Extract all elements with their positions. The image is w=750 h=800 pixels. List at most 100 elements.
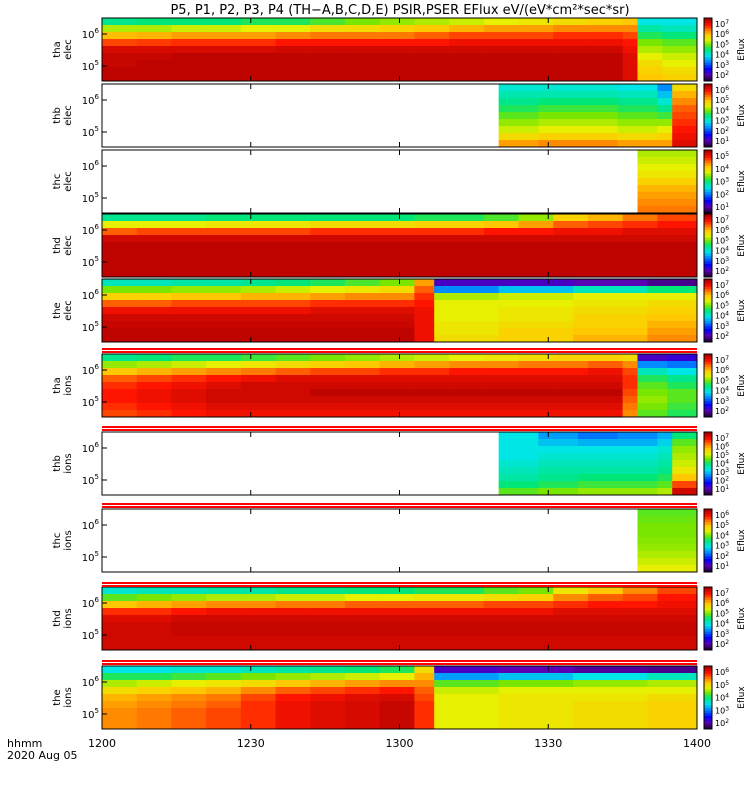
heatmap-cell [483, 25, 519, 33]
heatmap-cell [344, 300, 381, 308]
heatmap-cell [240, 715, 276, 723]
colorbar-swatch [704, 629, 712, 633]
heatmap-cell [379, 396, 415, 404]
heatmap-cell [617, 126, 658, 134]
heatmap-cell [587, 39, 624, 47]
heatmap-cell [136, 354, 172, 362]
heatmap-cell [622, 60, 638, 68]
heatmap-cell [102, 687, 138, 695]
heatmap-cell [310, 403, 346, 411]
heatmap-cell [553, 354, 589, 362]
colorbar-swatch [704, 453, 712, 457]
colorbar-swatch [704, 676, 712, 680]
heatmap-cell [672, 119, 698, 127]
heatmap-cell [240, 680, 276, 688]
colorbar-swatch [704, 176, 712, 180]
colorbar-swatch [704, 41, 712, 45]
colorbar-swatch [704, 105, 712, 109]
heatmap-cell [310, 643, 346, 651]
heatmap-cell [310, 410, 346, 418]
heatmap-cell [310, 235, 346, 243]
heatmap-cell [573, 286, 648, 294]
heatmap-cell [275, 321, 311, 329]
colorbar-swatch [704, 57, 712, 61]
heatmap-cell [206, 307, 242, 315]
colorbar-swatch [704, 437, 712, 441]
colorbar-swatch [704, 354, 712, 358]
heatmap-cell [518, 46, 554, 54]
heatmap-cell [657, 460, 673, 468]
heatmap-cell [310, 214, 346, 222]
heatmap-cell [310, 382, 346, 390]
heatmap-cell [498, 300, 574, 308]
heatmap-cell [518, 636, 554, 644]
heatmap-cell [538, 133, 579, 141]
heatmap-cell [518, 256, 554, 264]
heatmap-cell [657, 622, 698, 630]
heatmap-cell [171, 249, 207, 257]
heatmap-cell [379, 687, 415, 695]
heatmap-cell [538, 446, 579, 454]
heatmap-cell [483, 242, 519, 250]
heatmap-cell [136, 687, 172, 695]
heatmap-cell [102, 300, 138, 308]
colorbar-swatch [704, 697, 712, 701]
colorbar-swatch [704, 608, 712, 612]
panel-separator [102, 663, 697, 665]
colorbar-tick-label: 106 [715, 442, 729, 452]
colorbar-label: Eflux [737, 170, 747, 193]
heatmap-cell [498, 84, 539, 92]
heatmap-cell [275, 396, 311, 404]
heatmap-cell [414, 32, 450, 40]
colorbar-swatch [704, 479, 712, 483]
heatmap-cell [657, 98, 673, 106]
colorbar-swatch [704, 414, 712, 418]
colorbar-swatch [704, 561, 712, 565]
heatmap-cell [553, 32, 589, 40]
heatmap-cell [171, 286, 207, 294]
heatmap-cell [171, 67, 207, 75]
heatmap-cell [171, 242, 207, 250]
heatmap-cell [637, 150, 698, 158]
heatmap-cell [587, 263, 624, 271]
heatmap-cell [206, 279, 242, 287]
colorbar-swatch [704, 33, 712, 37]
panel-thc-elec: thcelec 106 105 105 104 103 102 101 Eflux [52, 149, 747, 214]
heatmap-cell [310, 722, 346, 730]
heatmap-cell [206, 615, 242, 623]
heatmap-cell [171, 629, 207, 637]
heatmap-cell [657, 119, 673, 127]
colorbar-swatch [704, 527, 712, 531]
heatmap-cell [102, 608, 138, 616]
colorbar-swatch [704, 279, 712, 283]
heatmap-cell [171, 636, 207, 644]
heatmap-cell [240, 235, 276, 243]
heatmap-cell [102, 673, 138, 681]
heatmap-cell [344, 321, 381, 329]
heatmap-cell [578, 467, 619, 475]
panel-ylabel: thdelec [52, 235, 74, 256]
heatmap-cell [483, 368, 519, 376]
colorbar-tick-label: 105 [715, 151, 729, 161]
colorbar-tick-label: 103 [715, 116, 729, 126]
heatmap-cell [672, 84, 698, 92]
ylabel-probe: tha [52, 377, 63, 393]
heatmap-cell [240, 622, 276, 630]
heatmap-cell [622, 270, 658, 278]
heatmap-cell [414, 263, 450, 271]
colorbar-swatch [704, 70, 712, 74]
heatmap-cell [538, 474, 579, 482]
time-tick-label: 1230 [237, 737, 265, 750]
colorbar-tick-label: 103 [715, 396, 729, 406]
heatmap-cell [344, 587, 381, 595]
heatmap-cell [379, 354, 415, 362]
heatmap-cell [667, 410, 698, 418]
heatmap-cell [344, 382, 381, 390]
heatmap-cell [171, 256, 207, 264]
heatmap-cell [379, 622, 415, 630]
heatmap-cell [275, 622, 311, 630]
heatmap-cell [622, 242, 658, 250]
heatmap-cell [617, 91, 658, 99]
heatmap-cell [414, 389, 450, 397]
colorbar-swatch [704, 694, 712, 698]
